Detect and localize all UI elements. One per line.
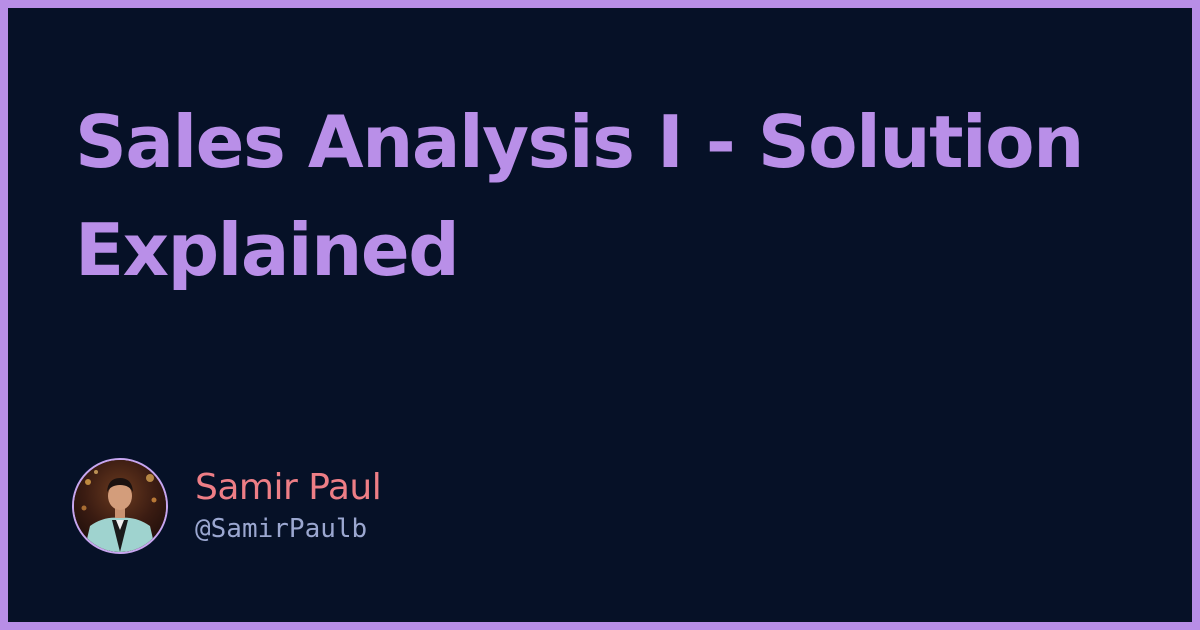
social-card: Sales Analysis I - Solution Explained	[8, 8, 1192, 622]
author-info: Samir Paul @SamirPaulb	[195, 466, 382, 546]
avatar-photo	[74, 460, 166, 552]
author-avatar	[72, 458, 168, 554]
author-block: Samir Paul @SamirPaulb	[72, 458, 382, 554]
post-title: Sales Analysis I - Solution Explained	[75, 100, 1084, 292]
author-name: Samir Paul	[195, 467, 382, 508]
author-handle: @SamirPaulb	[195, 514, 368, 544]
